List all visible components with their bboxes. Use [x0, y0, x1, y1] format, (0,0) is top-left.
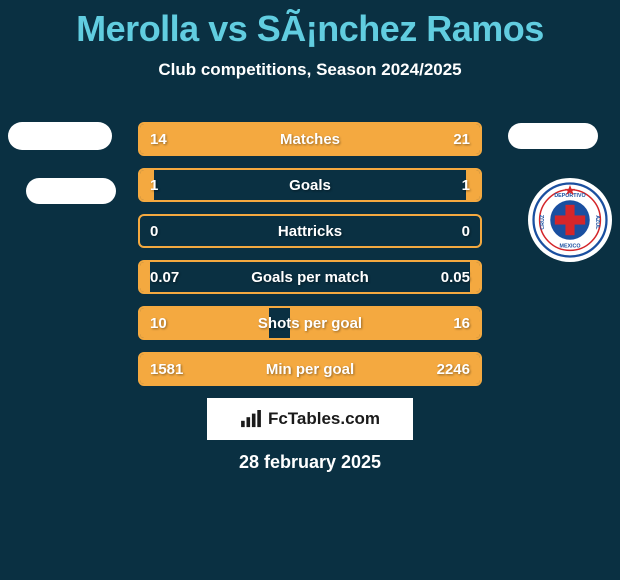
stat-value-right: 0 [462, 223, 470, 240]
stat-label: Goals per match [140, 269, 480, 286]
stat-row: 0.07Goals per match0.05 [138, 260, 482, 294]
player-right-placeholder [508, 123, 598, 149]
stat-value-right: 2246 [437, 361, 470, 378]
stat-value-right: 0.05 [441, 269, 470, 286]
stat-label: Shots per goal [140, 315, 480, 332]
stat-value-right: 21 [453, 131, 470, 148]
stat-row: 1581Min per goal2246 [138, 352, 482, 386]
stat-label: Hattricks [140, 223, 480, 240]
chart-icon [240, 410, 262, 428]
footer-brand-badge: FcTables.com [207, 398, 413, 440]
stat-label: Min per goal [140, 361, 480, 378]
stat-label: Goals [140, 177, 480, 194]
stat-label: Matches [140, 131, 480, 148]
svg-text:DEPORTIVO: DEPORTIVO [554, 193, 585, 199]
club-right-logo: DEPORTIVO MEXICO CRUZ AZUL [528, 178, 612, 262]
svg-text:AZUL: AZUL [594, 215, 600, 230]
cruz-azul-icon: DEPORTIVO MEXICO CRUZ AZUL [532, 182, 608, 258]
date-label: 28 february 2025 [0, 452, 620, 473]
page-title: Merolla vs SÃ¡nchez Ramos [0, 0, 620, 50]
player-left-placeholder [8, 122, 112, 150]
club-left-placeholder [26, 178, 116, 204]
stat-row: 0Hattricks0 [138, 214, 482, 248]
footer-brand-text: FcTables.com [268, 409, 380, 429]
stat-row: 14Matches21 [138, 122, 482, 156]
subtitle: Club competitions, Season 2024/2025 [0, 60, 620, 80]
stat-row: 1Goals1 [138, 168, 482, 202]
stat-row: 10Shots per goal16 [138, 306, 482, 340]
stat-value-right: 16 [453, 315, 470, 332]
stats-container: 14Matches21 1Goals1 0Hattricks0 0.07Goals p… [138, 122, 482, 398]
stat-value-right: 1 [462, 177, 470, 194]
svg-text:MEXICO: MEXICO [560, 243, 581, 249]
svg-text:CRUZ: CRUZ [540, 214, 546, 230]
